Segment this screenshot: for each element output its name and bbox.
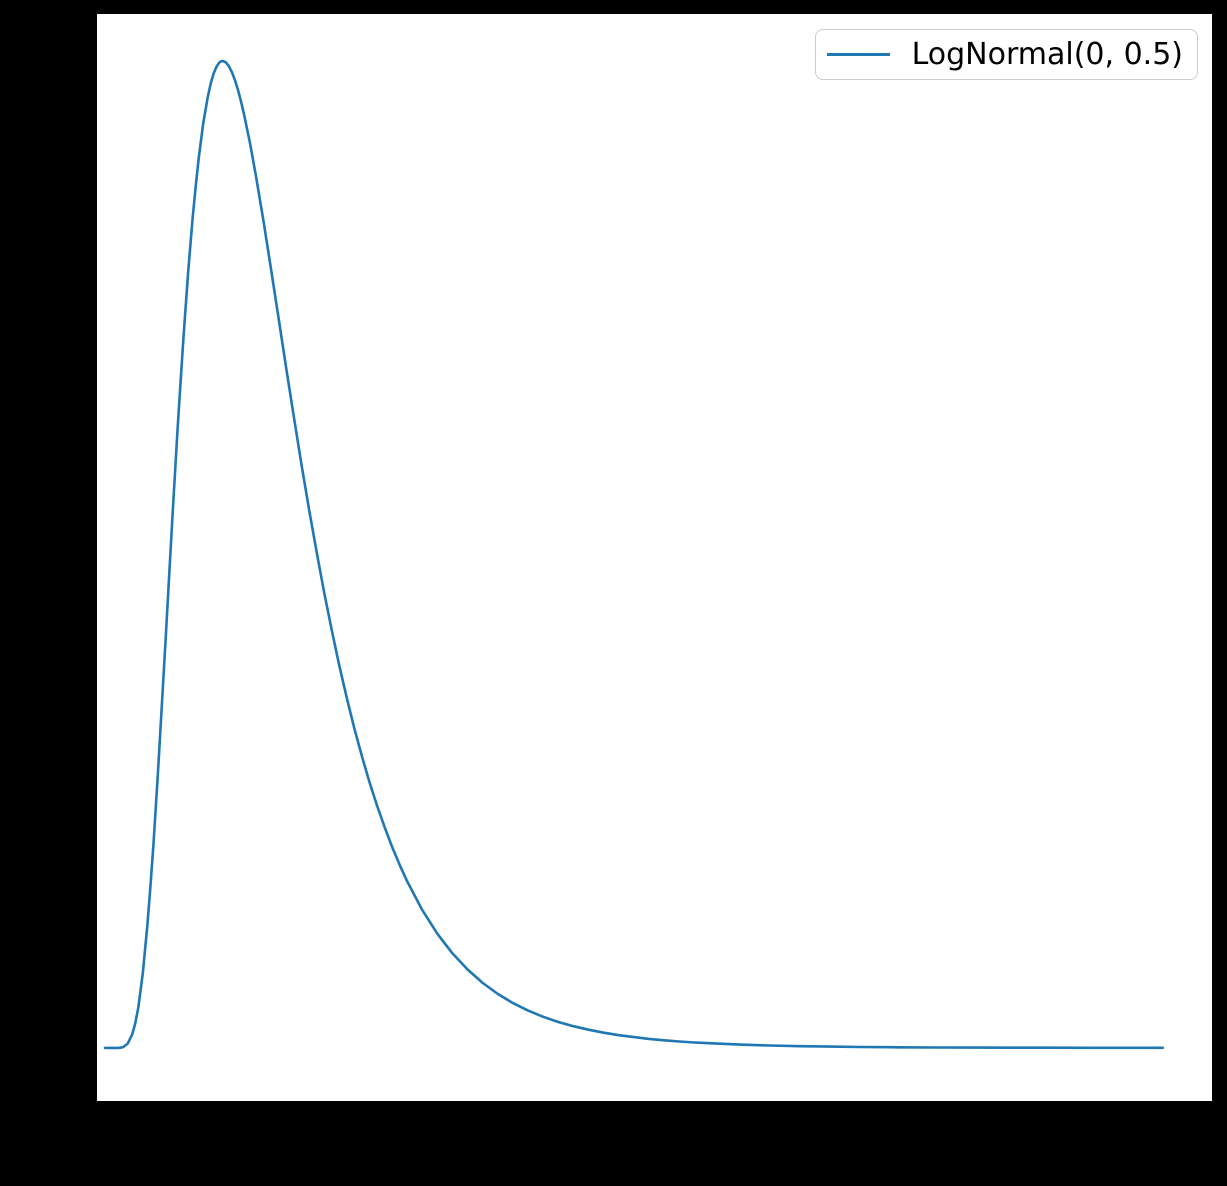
lognormal-curve <box>103 59 1164 1050</box>
distribution-curve-svg <box>103 59 1164 1050</box>
legend-line-sample <box>826 53 890 56</box>
legend-label: LogNormal(0, 0.5) <box>911 36 1183 72</box>
plot-area: LogNormal(0, 0.5) <box>97 14 1212 1101</box>
legend: LogNormal(0, 0.5) <box>814 29 1198 80</box>
